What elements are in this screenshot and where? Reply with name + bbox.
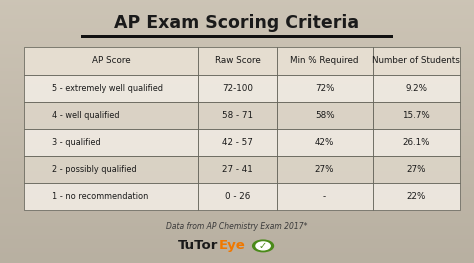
Text: 42 - 57: 42 - 57 bbox=[222, 138, 253, 147]
Text: AP Exam Scoring Criteria: AP Exam Scoring Criteria bbox=[114, 14, 360, 32]
Text: Number of Students: Number of Students bbox=[372, 57, 460, 65]
Text: 27%: 27% bbox=[315, 165, 334, 174]
Text: 5 - extremely well qualified: 5 - extremely well qualified bbox=[52, 84, 163, 93]
Text: 15.7%: 15.7% bbox=[402, 111, 430, 120]
Text: 22%: 22% bbox=[407, 192, 426, 201]
Text: ✓: ✓ bbox=[259, 241, 267, 251]
Text: Data from AP Chemistry Exam 2017*: Data from AP Chemistry Exam 2017* bbox=[166, 222, 308, 231]
Text: -: - bbox=[323, 192, 326, 201]
Text: 72-100: 72-100 bbox=[222, 84, 253, 93]
Text: 72%: 72% bbox=[315, 84, 334, 93]
Text: 58%: 58% bbox=[315, 111, 335, 120]
Text: 3 - qualified: 3 - qualified bbox=[52, 138, 101, 147]
Text: 4 - well qualified: 4 - well qualified bbox=[52, 111, 119, 120]
Text: Raw Score: Raw Score bbox=[215, 57, 260, 65]
Text: Min % Required: Min % Required bbox=[291, 57, 359, 65]
Text: 26.1%: 26.1% bbox=[402, 138, 430, 147]
Text: 42%: 42% bbox=[315, 138, 334, 147]
Text: 1 - no recommendation: 1 - no recommendation bbox=[52, 192, 148, 201]
Text: 27%: 27% bbox=[406, 165, 426, 174]
Text: TuTor: TuTor bbox=[178, 239, 218, 252]
Text: 27 - 41: 27 - 41 bbox=[222, 165, 253, 174]
Text: Eye: Eye bbox=[219, 239, 246, 252]
Text: 0 - 26: 0 - 26 bbox=[225, 192, 250, 201]
Text: 2 - possibly qualified: 2 - possibly qualified bbox=[52, 165, 137, 174]
Text: 9.2%: 9.2% bbox=[405, 84, 427, 93]
Text: 58 - 71: 58 - 71 bbox=[222, 111, 253, 120]
Text: AP Score: AP Score bbox=[91, 57, 130, 65]
